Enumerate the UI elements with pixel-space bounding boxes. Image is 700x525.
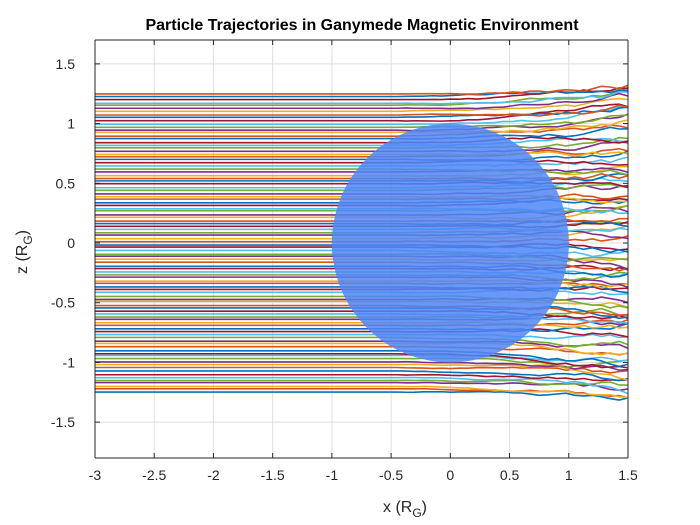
trajectory-line (95, 89, 629, 98)
trajectory-line (95, 159, 629, 166)
trajectory-line (95, 336, 629, 348)
trajectory-line (95, 150, 629, 162)
trajectory-line (95, 390, 629, 401)
trajectory-line (95, 363, 629, 381)
y-tick-label: 0 (67, 235, 75, 251)
trajectory-line (95, 349, 629, 368)
trajectory-line (95, 147, 629, 158)
trajectory-line (95, 328, 629, 338)
trajectory-line (95, 136, 629, 149)
trajectory-line (95, 97, 629, 113)
y-tick-label: 0.5 (56, 175, 76, 191)
trajectory-line (95, 321, 629, 329)
trajectory-line (95, 124, 629, 137)
trajectory-line (95, 357, 629, 369)
trajectory-line (95, 140, 629, 153)
trajectory-line (95, 340, 629, 350)
x-tick-label: 0.5 (500, 467, 520, 483)
x-axis-label-sub: G (412, 506, 421, 520)
y-tick-label: -1.5 (51, 414, 75, 430)
trajectory-line (95, 373, 629, 382)
y-axis-label-sub: G (21, 235, 35, 244)
y-axis-label-close: ) (14, 230, 31, 235)
trajectory-line (95, 114, 629, 129)
x-tick-label: -1 (326, 467, 339, 483)
trajectory-line (95, 150, 629, 157)
trajectory-line (95, 333, 629, 340)
trajectory-line (95, 126, 629, 140)
trajectory-line (95, 379, 629, 386)
trajectory-line (95, 137, 629, 147)
tick-labels: -3 -2.5 -2 -1.5 -1 -0.5 0 0.5 1 1.5 -1.5 -1 -0.5 0 0.5… (51, 56, 638, 483)
trajectory-line (95, 91, 629, 105)
x-tick-label: -3 (89, 467, 102, 483)
trajectory-line (95, 103, 629, 122)
x-axis-label-main: x (R (383, 499, 412, 516)
x-tick-label: -2 (207, 467, 220, 483)
y-axis-label-main: z (R (14, 245, 31, 274)
trajectory-line (95, 370, 629, 382)
y-tick-label: -1 (63, 354, 76, 370)
trajectory-line (95, 119, 629, 134)
y-axis-label: z (RG) (14, 230, 35, 274)
trajectory-line (95, 113, 629, 132)
y-tick-label: -0.5 (51, 295, 75, 311)
x-tick-label: 0 (446, 467, 454, 483)
chart-title: Particle Trajectories in Ganymede Magnet… (145, 17, 579, 34)
ganymede-disk-shape (331, 123, 569, 363)
x-tick-label: 1 (565, 467, 573, 483)
trajectory-line (95, 345, 629, 356)
trajectory-line (95, 360, 629, 371)
trajectory-line (95, 376, 629, 395)
trajectory-line (95, 352, 629, 369)
trajectory-line (95, 86, 629, 107)
x-axis-label-close: ) (422, 499, 427, 516)
trajectory-line (95, 322, 629, 333)
x-tick-label: -0.5 (379, 467, 403, 483)
trajectory-line (95, 385, 629, 399)
axes (94, 39, 629, 459)
trajectory-line (95, 84, 629, 95)
trajectory-line (95, 354, 629, 362)
trajectory-line (95, 136, 629, 144)
y-tick-label: 1 (67, 116, 75, 132)
x-tick-label: 1.5 (618, 467, 638, 483)
trajectory-line (95, 104, 629, 117)
y-tick-label: 1.5 (56, 56, 76, 72)
trajectory-line (95, 366, 629, 374)
x-tick-label: -1.5 (261, 467, 285, 483)
trajectory-line (95, 106, 629, 119)
trajectory-line (95, 105, 629, 126)
ganymede-disk (331, 123, 569, 363)
trajectory-line (95, 341, 629, 357)
x-axis-label: x (RG) (383, 499, 427, 520)
x-tick-label: -2.5 (142, 467, 166, 483)
trajectory-line (95, 92, 629, 110)
